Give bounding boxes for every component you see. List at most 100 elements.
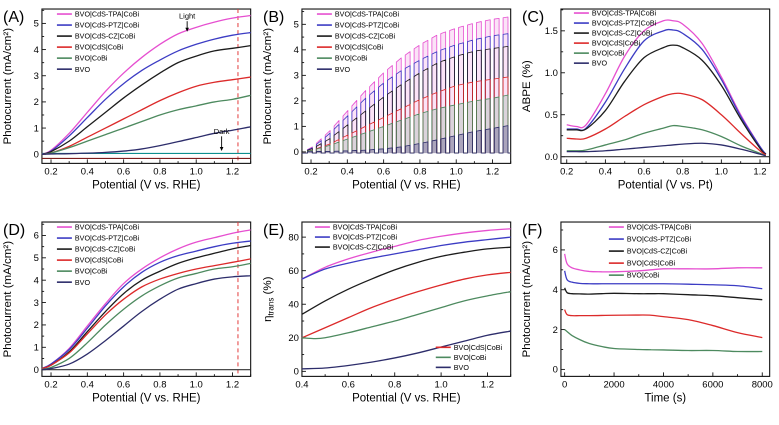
series-line-BVO|CdS|CoBi [41,257,251,369]
legend-0: BVO|CdS-TPA|CoBiBVO|CdS-PTZ|CoBiBVO|CdS-… [314,222,398,251]
x-tick-label: 0.8 [153,379,166,390]
legend-0: BVO|CdS-TPA|CoBiBVO|CdS-PTZ|CoBiBVO|CdS-… [316,10,400,74]
legend-label: BVO [592,59,608,68]
y-tick-label: 3 [34,71,39,82]
series-line-BVO|CdS-CZ|CoBi [567,44,767,155]
plot-frame [560,8,771,164]
y-axis-label: ηtrans (%) [262,276,275,322]
y-tick-label: 6 [553,245,558,256]
series-line-BVO [41,126,251,155]
x-tick-label: 8000 [752,379,773,390]
legend-label: BVO|CoBi [453,352,486,361]
annotation-dark: Dark [214,127,230,136]
x-tick-label: 1.0 [434,379,447,390]
panel-d: 0.2 0.4 0.6 0.8 1.0 1.2 0 1 2 3 4 5 6 Potential (V vs… [0,213,260,425]
series-line-BVO|CdS-CZ|CoBi [301,246,511,315]
legend-0: BVO|CdS-TPA|CoBiBVO|CdS-PTZ|CoBiBVO|CdS-… [574,9,657,68]
legend-label: BVO|CdS-TPA|CoBi [592,9,657,18]
series-line-BVO|CoBi [301,290,511,339]
x-tick-label: 0.4 [599,166,612,177]
y-tick-label: 4 [293,45,298,56]
legend-label: BVO|CdS|CoBi [592,39,641,48]
legend-label: BVO|CoBi [75,266,108,275]
x-tick-label: 0.8 [676,166,689,177]
series-line-BVO|CdS-CZ|CoBi [41,244,251,369]
series-line-BVO|CdS|CoBi [567,92,767,156]
x-tick-label: 0.2 [560,166,573,177]
x-tick-label: 0.4 [340,166,353,177]
legend-label: BVO|CdS|CoBi [627,258,676,267]
x-tick-label: 0.6 [117,166,130,177]
chart-c: 0.2 0.4 0.6 0.8 1.0 1.2 0.0 0.5 1.0 1.5 Potential … [521,8,771,191]
plot-frame [560,220,771,377]
plot-frame [41,8,252,164]
legend-label: BVO|CdS|CoBi [75,255,124,264]
series-line-BVO|CoBi [41,94,251,155]
x-tick-label: 4000 [653,379,674,390]
x-axis-label: Time (s) [645,392,687,404]
panel-label: (A) [3,9,24,26]
y-axis-label: Photocurrent (mA/cm²) [521,240,533,357]
x-tick-label: 1.0 [715,166,728,177]
y-tick-label: 5 [293,20,298,31]
chart-e: 0.4 0.6 0.8 1.0 1.2 0 20 40 60 80 Potential (V vs.… [262,220,511,404]
legend-label: BVO|CdS-CZ|CoBi [627,246,688,255]
y-tick-label: 6 [34,230,39,241]
x-tick-label: 0.6 [638,166,651,177]
panel-label: (D) [3,222,25,239]
legend-label: BVO|CdS|CoBi [75,43,124,52]
y-tick-label: 0.5 [545,110,558,121]
legend-label: BVO|CdS-CZ|CoBi [75,244,136,253]
legend-label: BVO|CdS|CoBi [335,43,384,52]
y-tick-label: 2 [34,97,39,108]
x-tick-label: 1.2 [754,166,767,177]
y-tick-label: 4 [553,284,558,295]
panel-c: 0.2 0.4 0.6 0.8 1.0 1.2 0.0 0.5 1.0 1.5 Potential … [519,0,779,213]
legend-label: BVO|CoBi [627,270,660,279]
legend-label: BVO [335,65,351,74]
x-axis-label: Potential (V vs. RHE) [92,179,201,191]
annotation-arrowhead [219,147,224,152]
chart-b: 0.2 0.4 0.6 0.8 1.0 1.2 0 1 2 3 4 5 Potential (V vs.… [262,8,511,191]
y-tick-label: 0 [553,364,558,375]
x-tick-label: 6000 [703,379,724,390]
x-axis-label: Potential (V vs. RHE) [352,179,461,191]
x-tick-label: 0.6 [117,379,130,390]
y-tick-label: 80 [288,232,299,243]
series-line-BVO|CdS|CoBi [301,271,511,338]
y-axis-label: Photocurrent (mA/cm²) [262,28,274,145]
legend-0: BVO|CdS-TPA|CoBiBVO|CdS-PTZ|CoBiBVO|CdS-… [56,222,140,286]
x-tick-label: 1.2 [226,379,239,390]
series-line-BVO|CoBi [567,124,767,157]
panel-label: (E) [263,222,284,239]
legend-label: BVO [453,362,469,371]
series-line-BVO [301,125,511,154]
series-line-BVO|CdS-PTZ|CoBi [567,28,767,155]
legend-label: BVO|CdS-TPA|CoBi [335,10,400,19]
legend-label: BVO|CdS-TPA|CoBi [75,222,140,231]
y-tick-label: 0 [34,149,39,160]
y-tick-label: 3 [34,297,39,308]
series-line-BVO|CdS-TPA|CoBi [564,253,763,273]
legend-label: BVO|CdS-CZ|CoBi [592,29,653,38]
series-line-BVO|CoBi [564,328,763,352]
y-tick-label: 0 [293,147,298,158]
legend-label: BVO [75,65,91,74]
legend-label: BVO|CdS-TPA|CoBi [333,222,398,231]
x-tick-label: 0.6 [377,166,390,177]
panel-f: 0 2000 4000 6000 8000 0 2 4 6 Time (s) Photocurren… [519,213,779,425]
x-tick-label: 0.2 [304,166,317,177]
y-tick-label: 1.0 [545,68,558,79]
y-tick-label: 4 [34,275,39,286]
y-tick-label: 0 [34,364,39,375]
x-tick-label: 1.2 [481,379,494,390]
x-tick-label: 0.8 [153,166,166,177]
y-tick-label: 4 [34,45,39,56]
y-tick-label: 5 [34,19,39,30]
panel-label: (F) [522,222,542,239]
series-line-BVO [41,274,251,370]
legend-label: BVO|CdS-CZ|CoBi [333,242,394,251]
x-tick-label: 0.8 [388,379,401,390]
series-line-BVO|CdS-PTZ|CoBi [41,239,251,369]
